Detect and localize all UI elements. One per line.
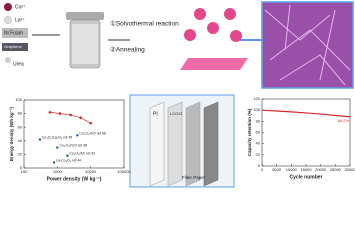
ref-point [76, 134, 79, 137]
device-label: Filter Paper [182, 175, 206, 180]
y-tick-label: 60 [256, 130, 261, 135]
y-axis-label: Energy density (Wh kg⁻¹) [9, 107, 14, 161]
point [48, 110, 52, 114]
reagent: Urea [13, 61, 24, 67]
layer [203, 101, 219, 187]
x-tick-label: 10000 [286, 167, 298, 172]
y-tick-label: 40 [18, 138, 23, 143]
y-tick-label: 20 [256, 152, 261, 157]
reagent: Co²⁺ [15, 4, 26, 10]
reagent: Graphene [4, 44, 23, 49]
ref-point [66, 154, 69, 157]
x-axis-label: Cycle number [289, 174, 322, 180]
sheet [180, 58, 248, 70]
point [69, 113, 72, 117]
y-tick-label: 40 [256, 141, 261, 146]
graphene-icon [2, 43, 28, 51]
ref-point [56, 146, 59, 149]
ref-point [52, 161, 56, 164]
x-axis-label: Power density (W kg⁻¹) [47, 176, 102, 182]
point [89, 121, 92, 125]
y-tick-label: 80 [18, 111, 23, 116]
ref-point [38, 138, 42, 141]
graphical-abstract: Co²⁺ La³⁺ Ni Foam Graphene Urea ①Solvoth… [0, 0, 355, 189]
ref-label: Co₃O₄/La₂O₃ ref.45 [42, 135, 72, 139]
y-tick-label: 60 [18, 124, 23, 129]
x-tick-label: 15000 [300, 167, 312, 172]
ref-label: Co₃O₄/GO ref.46 [79, 131, 105, 135]
y-tick-label: 20 [18, 151, 23, 156]
y-tick-label: 0 [20, 165, 23, 170]
value-label: 88.2% [338, 118, 350, 123]
point [58, 112, 62, 115]
ref-label: Co₃O₄/rGO ref.38 [59, 144, 87, 148]
autoclave-body [72, 24, 98, 64]
layer [185, 101, 201, 187]
x-tick-label: 1000 [53, 169, 63, 174]
y-tick-label: 100 [15, 97, 22, 102]
layer [167, 101, 183, 187]
x-tick-label: 5000 [272, 167, 282, 172]
y-tick-label: 100 [253, 107, 260, 112]
flowers [184, 8, 242, 42]
co-icon [4, 3, 12, 11]
layer-label: PI [153, 111, 158, 117]
urea-icon [5, 57, 11, 63]
point [79, 116, 82, 119]
sem-texture [264, 4, 351, 86]
y-tick-label: 80 [256, 118, 261, 123]
ref-label: Co₃O₄/AC ref.42 [69, 152, 95, 156]
step: ②Annealing [110, 46, 145, 54]
layer [149, 101, 165, 187]
sem-image [261, 1, 354, 89]
reagent: Ni Foam [4, 30, 23, 36]
y-axis-label: Capacity retention (%) [247, 108, 252, 156]
layer-label: LCO/G [170, 111, 182, 116]
y-tick-label: 0 [258, 163, 261, 168]
x-tick-label: 10000 [85, 169, 97, 174]
x-tick-label: 30000 [344, 167, 355, 172]
x-tick-label: 100 [21, 169, 28, 174]
series-line [261, 109, 351, 118]
foam-icon [2, 28, 28, 38]
la-icon [4, 16, 12, 24]
x-tick-label: 0 [261, 167, 264, 172]
plot-area [23, 99, 125, 169]
y-tick-label: 120 [253, 96, 260, 101]
reagent: La³⁺ [15, 17, 25, 23]
autoclave-lid [66, 12, 104, 20]
ref-label: La-Co₃O₄ ref.44 [56, 158, 81, 162]
x-tick-label: 20000 [315, 167, 327, 172]
x-tick-label: 25000 [330, 167, 342, 172]
x-tick-label: 100000 [117, 169, 131, 174]
step: ①Solvothermal reaction [110, 20, 179, 28]
